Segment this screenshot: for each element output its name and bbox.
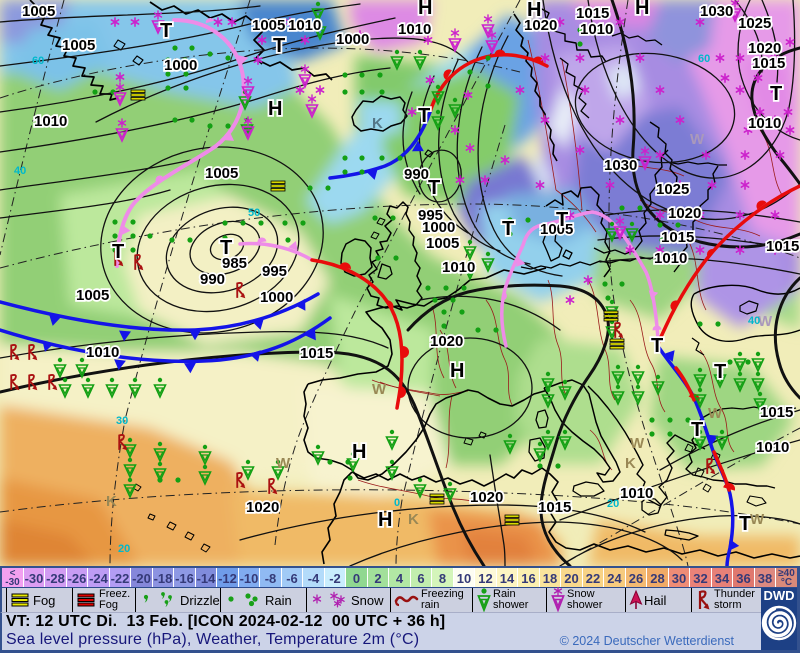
svg-text:1020: 1020 [748, 40, 781, 57]
svg-text:1015: 1015 [300, 345, 333, 362]
svg-text:1010: 1010 [756, 439, 789, 456]
svg-text:1025: 1025 [656, 181, 689, 198]
svg-text:T: T [428, 177, 440, 199]
svg-text:1005: 1005 [62, 37, 95, 54]
svg-text:1005: 1005 [22, 3, 55, 20]
svg-text:1010: 1010 [580, 21, 613, 38]
svg-text:H: H [527, 0, 541, 21]
svg-text:1015: 1015 [760, 404, 793, 421]
svg-text:W: W [750, 511, 765, 528]
svg-text:T: T [739, 513, 751, 535]
svg-text:K: K [106, 493, 117, 510]
svg-text:T: T [273, 35, 285, 57]
svg-text:T: T [770, 83, 782, 105]
svg-text:K: K [408, 511, 419, 528]
svg-text:40: 40 [748, 315, 760, 327]
svg-text:W: W [276, 455, 291, 472]
svg-text:W: W [758, 313, 773, 330]
svg-text:1000: 1000 [336, 31, 369, 48]
svg-text:1010: 1010 [620, 485, 653, 502]
svg-text:995: 995 [262, 263, 287, 280]
svg-text:20: 20 [607, 498, 619, 510]
svg-text:1020: 1020 [430, 333, 463, 350]
svg-text:1005: 1005 [252, 17, 285, 34]
svg-text:1020: 1020 [524, 17, 557, 34]
svg-text:H: H [450, 360, 464, 382]
svg-text:H: H [268, 98, 282, 120]
svg-text:1010: 1010 [398, 21, 431, 38]
svg-text:W: W [630, 435, 645, 452]
svg-text:1000: 1000 [164, 57, 197, 74]
svg-text:K: K [372, 115, 383, 132]
svg-text:1005: 1005 [205, 165, 238, 182]
svg-text:H: H [352, 441, 366, 463]
svg-text:1010: 1010 [748, 115, 781, 132]
svg-text:60: 60 [698, 53, 710, 65]
svg-text:1000: 1000 [422, 219, 455, 236]
svg-text:1000: 1000 [260, 289, 293, 306]
svg-text:T: T [502, 218, 514, 240]
svg-text:60: 60 [32, 55, 44, 67]
svg-text:T: T [112, 241, 124, 263]
svg-text:30: 30 [116, 415, 128, 427]
svg-text:1025: 1025 [738, 15, 771, 32]
svg-text:1010: 1010 [442, 259, 475, 276]
svg-text:1010: 1010 [288, 17, 321, 34]
svg-text:995: 995 [418, 207, 443, 224]
svg-text:20: 20 [118, 543, 130, 555]
svg-text:1005: 1005 [426, 235, 459, 252]
svg-text:1015: 1015 [766, 238, 799, 255]
svg-text:T: T [714, 361, 726, 383]
svg-text:1030: 1030 [604, 157, 637, 174]
svg-text:1005: 1005 [540, 221, 573, 238]
svg-text:990: 990 [404, 166, 429, 183]
svg-text:1030: 1030 [700, 3, 733, 20]
svg-text:T: T [220, 237, 232, 259]
svg-text:1020: 1020 [668, 205, 701, 222]
svg-text:1015: 1015 [576, 5, 609, 22]
svg-text:0: 0 [394, 497, 400, 509]
svg-text:1015: 1015 [538, 499, 571, 516]
svg-text:T: T [691, 419, 703, 441]
svg-text:K: K [625, 455, 636, 472]
svg-text:W: W [372, 381, 387, 398]
svg-text:1010: 1010 [86, 344, 119, 361]
svg-text:H: H [418, 0, 432, 19]
svg-text:40: 40 [14, 165, 26, 177]
svg-text:H: H [635, 0, 649, 19]
svg-text:T: T [160, 20, 172, 42]
svg-text:T: T [418, 105, 430, 127]
svg-text:1020: 1020 [246, 499, 279, 516]
svg-text:1015: 1015 [661, 229, 694, 246]
svg-text:990: 990 [200, 271, 225, 288]
svg-text:50: 50 [248, 207, 260, 219]
svg-text:W: W [690, 131, 705, 148]
svg-text:1020: 1020 [470, 489, 503, 506]
svg-text:1010: 1010 [654, 250, 687, 267]
svg-text:1015: 1015 [752, 55, 785, 72]
svg-text:1005: 1005 [76, 287, 109, 304]
svg-text:1010: 1010 [34, 113, 67, 130]
svg-text:H: H [378, 509, 392, 531]
svg-text:W: W [708, 405, 723, 422]
svg-text:T: T [651, 335, 663, 357]
svg-text:T: T [556, 209, 568, 231]
svg-text:985: 985 [222, 255, 247, 272]
